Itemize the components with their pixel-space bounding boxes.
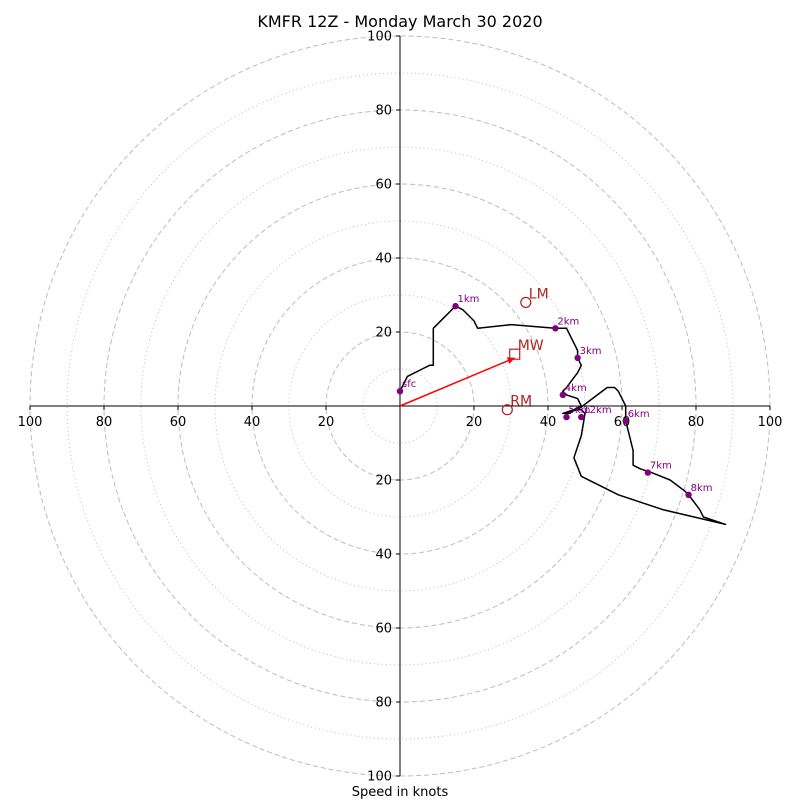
y-tick-label: 60 [375, 622, 392, 637]
height-point-1km [452, 302, 459, 310]
y-tick-label: 40 [375, 252, 392, 267]
x-tick-label: 80 [96, 415, 113, 430]
height-point-3km [574, 354, 581, 362]
x-tick-label: 40 [244, 415, 261, 430]
height-point-6km [622, 417, 629, 424]
axis-ticks: 100 80 60 40 20 20 40 60 80 100100806040202040608… [18, 30, 783, 785]
hodograph-trace-group [399, 305, 727, 526]
x-tick-label: 100 [18, 415, 43, 430]
x-tick-label: 80 [688, 415, 705, 430]
x-tick-label: 20 [466, 415, 483, 430]
motion-label-MW: MW [518, 338, 544, 354]
height-label-7km: 7km [650, 461, 672, 472]
height-label-1km: 1km [458, 294, 480, 305]
height-label-5km: 5km [569, 405, 591, 416]
x-tick-label: 100 [758, 415, 783, 430]
motion-marker-LM [520, 296, 532, 308]
y-tick-label: 40 [375, 548, 392, 563]
height-label-4km: 4km [565, 383, 587, 394]
height-label-sfc: sfc [402, 379, 416, 390]
height-points-group: sfc 1km 2km 3km 4km 5km 6km 7km 8km 12km [396, 294, 713, 498]
motion-marker-MW [509, 348, 521, 360]
y-tick-label: 100 [367, 30, 392, 45]
y-tick-label: 80 [375, 696, 392, 711]
y-tick-label: 100 [367, 770, 392, 785]
y-tick-label: 20 [375, 326, 392, 341]
mean-wind-vector [399, 357, 515, 407]
height-label-3km: 3km [580, 346, 602, 357]
height-point-8km [685, 491, 692, 498]
motion-marker-RM [501, 404, 513, 416]
height-label-8km: 8km [691, 483, 713, 494]
y-tick-label: 80 [375, 104, 392, 119]
height-point-5km [563, 413, 570, 421]
x-tick-label: 20 [318, 415, 335, 430]
height-point-2km [552, 325, 559, 332]
height-label-6km: 6km [628, 409, 650, 420]
storm-motion-group: LM MW RM [501, 286, 549, 416]
x-axis-label: Speed in knots [352, 785, 449, 800]
hodograph-trace [399, 305, 727, 526]
x-tick-label: 40 [540, 415, 557, 430]
height-label-2km: 2km [557, 316, 579, 327]
y-tick-label: 60 [375, 178, 392, 193]
y-tick-label: 20 [375, 474, 392, 489]
x-tick-label: 60 [170, 415, 187, 430]
motion-label-LM: LM [529, 286, 549, 302]
height-point-4km [559, 391, 566, 399]
height-point-12km [578, 413, 585, 421]
height-label-12km: 12km [583, 405, 611, 416]
height-point-sfc [396, 388, 404, 395]
mean-wind-vector-group [399, 357, 515, 407]
motion-label-RM: RM [510, 394, 532, 410]
chart-title: KMFR 12Z - Monday March 30 2020 [257, 12, 542, 31]
height-point-7km [644, 469, 652, 476]
